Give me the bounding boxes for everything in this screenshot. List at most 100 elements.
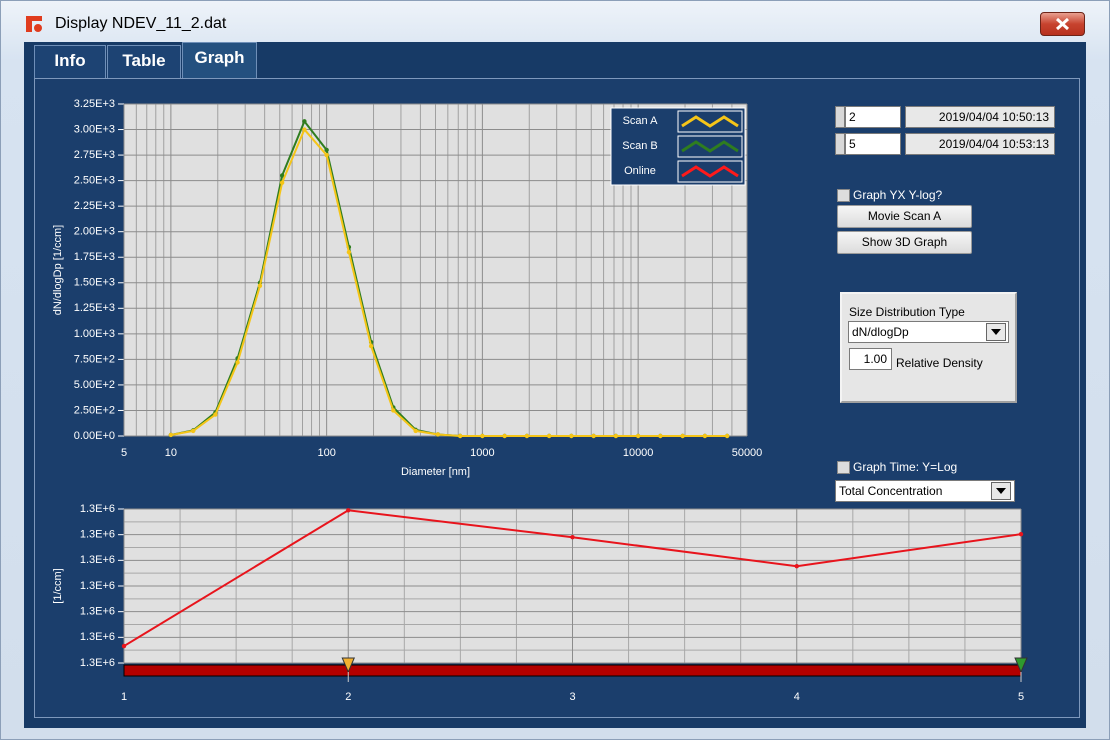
y-tick-label: 3.00E+3 [74, 123, 115, 135]
y-tick-label: 1.3E+6 [80, 657, 115, 669]
data-point [213, 412, 218, 417]
series-line [170, 127, 728, 437]
data-point [546, 433, 552, 439]
arrow-icon [991, 329, 1001, 335]
y-tick-label: 1.3E+6 [80, 606, 115, 618]
x-tick-label: 10000 [623, 447, 654, 459]
data-point [302, 119, 307, 124]
y-axis-label: [1/ccm] [52, 568, 64, 603]
data-point [279, 180, 285, 185]
tab-active[interactable]: Graph [182, 42, 257, 79]
show-3d-button[interactable]: Show 3D Graph [837, 231, 972, 254]
checkbox-label: Graph Time: Y=Log [853, 460, 958, 474]
y-tick-label: 1.25E+3 [74, 302, 115, 314]
data-point [190, 428, 196, 434]
x-tick-label: 2 [345, 691, 351, 703]
data-point [680, 433, 685, 439]
y-tick-label: 2.00E+3 [74, 226, 115, 238]
y-tick-label: 2.75E+3 [74, 149, 115, 161]
data-point [346, 508, 351, 513]
y-tick-label: 2.25E+3 [74, 200, 115, 212]
legend-swatch-box [677, 135, 743, 158]
checkbox-label: Graph YX Y-log? [853, 188, 943, 202]
spinner-arrows[interactable] [835, 106, 845, 128]
data-point [368, 343, 374, 349]
close-button[interactable] [1040, 12, 1085, 36]
density-input[interactable]: 1.00 [849, 348, 892, 370]
data-point [168, 432, 174, 438]
legend-swatch [681, 115, 739, 128]
quantity-dropdown[interactable]: Total Concentration [835, 480, 1015, 502]
dropdown-arrow[interactable] [991, 482, 1011, 500]
distribution-dropdown[interactable]: dN/dlogDp [848, 321, 1009, 343]
legend-label: Scan B [622, 140, 657, 152]
data-point [235, 360, 240, 365]
scan-b-time: 2019/04/04 10:53:13 [905, 133, 1055, 155]
data-point [502, 433, 507, 439]
y-tick-label: 3.25E+3 [74, 98, 115, 110]
data-point [257, 283, 263, 289]
legend-swatch-box [677, 110, 743, 133]
slider-cursor [341, 657, 356, 674]
x-axis-label: Diameter [nm] [401, 466, 470, 478]
spinner-arrows[interactable] [835, 133, 845, 155]
close-icon [1055, 17, 1070, 31]
x-tick-label: 100 [317, 447, 335, 459]
x-tick-label: 3 [569, 691, 575, 703]
data-point [302, 127, 307, 132]
time-slider [123, 664, 1022, 677]
movie-button[interactable]: Movie Scan A [837, 205, 972, 228]
y-tick-label: 1.00E+3 [74, 328, 115, 340]
data-point [794, 564, 799, 569]
legend-swatch [681, 165, 739, 178]
group-title: Size Distribution Type [849, 305, 965, 319]
checkbox[interactable] [837, 189, 850, 202]
data-point [569, 433, 574, 439]
data-point [279, 173, 285, 178]
app-icon [26, 16, 42, 32]
x-tick-label: 1 [121, 691, 127, 703]
data-point [524, 433, 530, 439]
tab[interactable]: Table [107, 45, 181, 78]
tab[interactable]: Info [34, 45, 106, 78]
y-tick-label: 2.50E+3 [74, 175, 115, 187]
data-point [457, 433, 463, 439]
data-point [480, 433, 485, 439]
y-tick-label: 5.00E+2 [74, 379, 115, 391]
y-tick-label: 1.75E+3 [74, 251, 115, 263]
y-tick-label: 1.3E+6 [80, 529, 115, 541]
data-point [570, 535, 575, 540]
arrow-icon [996, 488, 1006, 494]
x-tick-label: 4 [794, 691, 800, 703]
x-tick-label: 5 [121, 447, 127, 459]
legend-swatch-box [677, 160, 743, 183]
legend-label: Scan A [623, 115, 659, 127]
data-point [413, 428, 418, 434]
data-point [346, 249, 352, 255]
scan-a-index[interactable]: 2 [845, 106, 901, 128]
x-tick-label: 10 [165, 447, 177, 459]
data-point [724, 433, 730, 439]
data-point [391, 408, 396, 413]
data-point [658, 433, 663, 439]
y-tick-label: 2.50E+2 [74, 404, 115, 416]
data-point [591, 433, 596, 439]
y-tick-label: 7.50E+2 [74, 353, 115, 365]
data-point [613, 433, 619, 439]
legend-swatch [681, 140, 739, 153]
y-tick-label: 1.3E+6 [80, 580, 115, 592]
y-tick-label: 1.3E+6 [80, 554, 115, 566]
y-tick-label: 1.50E+3 [74, 277, 115, 289]
data-point [435, 432, 441, 437]
checkbox[interactable] [837, 461, 850, 474]
y-axis-label: dN/dlogDp [1/ccm] [52, 225, 64, 315]
dropdown-arrow[interactable] [986, 323, 1006, 341]
x-tick-label: 5 [1018, 691, 1024, 703]
slider-cursor [1014, 657, 1028, 674]
data-point [635, 433, 641, 439]
window-title: Display NDEV_11_2.dat [55, 15, 227, 32]
scan-b-index[interactable]: 5 [845, 133, 901, 155]
data-point [121, 643, 127, 649]
